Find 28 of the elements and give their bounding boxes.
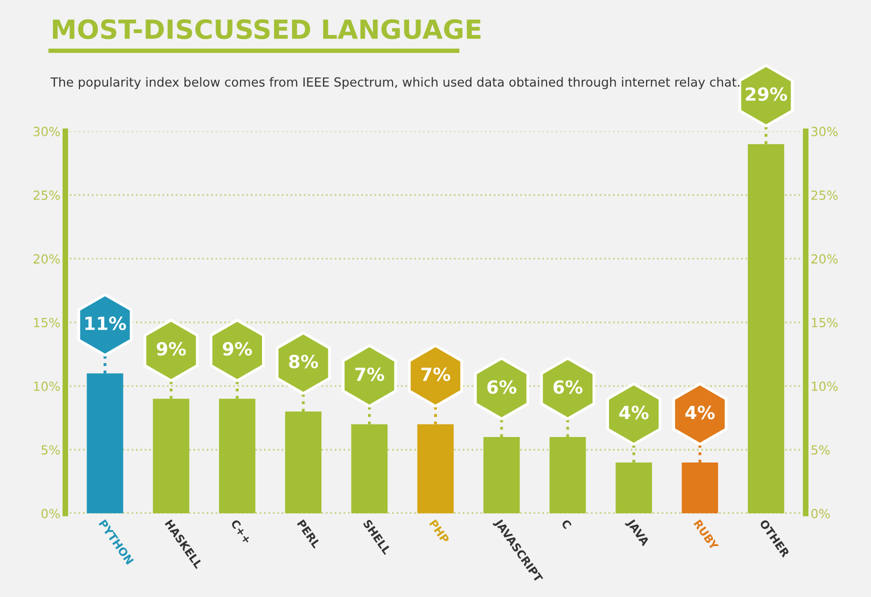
y-tick-label: 15% <box>34 318 60 328</box>
data-label: 7% <box>421 367 450 382</box>
y-tick-label: 25% <box>34 190 60 200</box>
data-label: 9% <box>222 342 252 356</box>
data-label: 29% <box>746 87 788 101</box>
y-tick-label: 20% <box>34 254 60 264</box>
data-label: 6% <box>487 380 516 394</box>
chart-subtitle: The popularity index below comes from IEEE Spectrum, which used data obtained through internet relay chat. <box>50 77 740 90</box>
y2-tick-label: 20% <box>811 254 838 264</box>
x-tick-label: C <box>560 518 572 530</box>
data-label: 4% <box>685 406 715 420</box>
y2-tick-label: 5% <box>812 445 830 455</box>
y-tick-label: 5% <box>42 445 60 455</box>
y-tick-label: 0% <box>41 508 60 518</box>
y2-tick-label: 25% <box>811 190 838 200</box>
data-label: 9% <box>156 342 186 356</box>
data-label: 11% <box>85 316 126 330</box>
data-label: 4% <box>619 406 649 420</box>
y-tick-label: 30% <box>34 126 60 136</box>
y2-tick-label: 10% <box>812 382 838 391</box>
y2-tick-label: 0% <box>811 508 830 518</box>
y-tick-label: 10% <box>34 382 60 391</box>
chart-title: MOST-DISCUSSED LANGUAGE <box>52 19 481 40</box>
data-label: 7% <box>355 367 384 382</box>
y2-tick-label: 15% <box>812 318 838 328</box>
y2-tick-label: 30% <box>811 126 838 136</box>
data-label: 6% <box>554 380 582 394</box>
data-label: 8% <box>289 354 318 368</box>
